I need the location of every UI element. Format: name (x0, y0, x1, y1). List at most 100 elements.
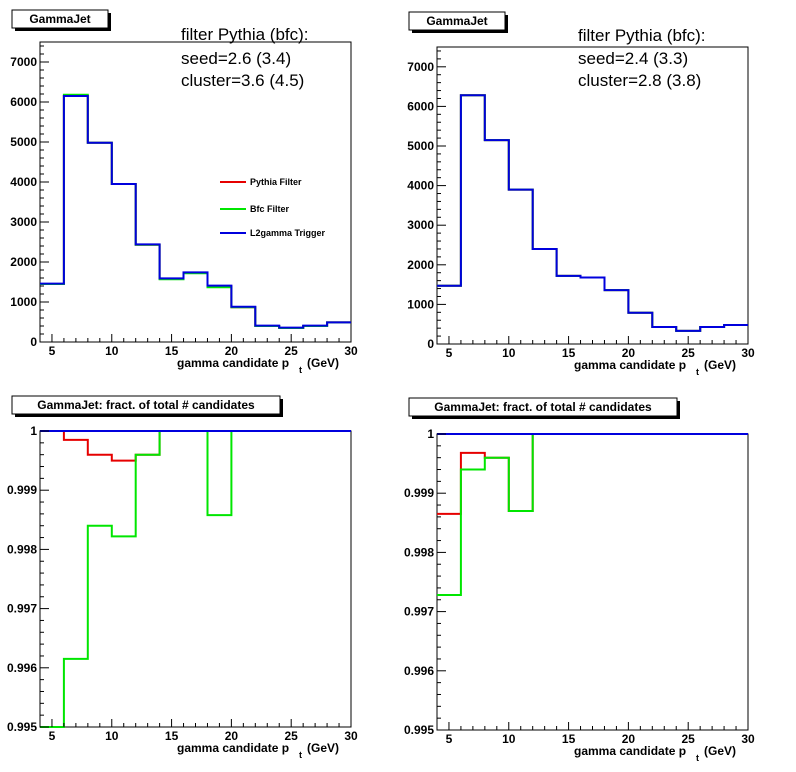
y-tick-label: 2000 (407, 258, 434, 272)
y-tick-label: 6000 (10, 95, 37, 109)
x-tick-label: 25 (285, 344, 299, 358)
x-axis-title-main: gamma candidate p (574, 358, 686, 372)
legend-entry: Pythia Filter (250, 177, 302, 187)
histogram-line-1 (40, 93, 351, 329)
x-axis-title-unit: (GeV) (704, 358, 736, 372)
y-tick-label: 0.995 (7, 720, 37, 734)
y-tick-label: 6000 (407, 99, 434, 113)
annotation-line: cluster=3.6 (4.5) (181, 71, 304, 90)
annotation-line: seed=2.6 (3.4) (181, 49, 291, 68)
title-box (408, 397, 678, 417)
y-tick-label: 0.997 (404, 605, 434, 619)
histogram-line-2 (437, 94, 748, 332)
y-tick-label: 0 (427, 337, 434, 351)
chart-title: GammaJet: fract. of total # candidates (37, 398, 255, 412)
x-axis-title-subscript: t (696, 367, 699, 377)
x-tick-label: 10 (502, 732, 516, 746)
y-tick-label: 0.999 (7, 483, 37, 497)
x-tick-label: 25 (682, 346, 696, 360)
x-tick-label: 25 (682, 732, 696, 746)
y-tick-label: 0.999 (404, 486, 434, 500)
y-tick-label: 7000 (10, 55, 37, 69)
annotation-line: filter Pythia (bfc): (181, 25, 309, 44)
histogram-line-0 (437, 433, 748, 515)
x-axis-title-unit: (GeV) (307, 741, 339, 755)
y-tick-label: 1 (427, 427, 434, 441)
plot-frame (436, 46, 749, 345)
x-tick-label: 15 (165, 729, 179, 743)
chart-title: GammaJet (426, 14, 487, 28)
histogram-line-1 (40, 430, 351, 728)
x-axis-title-subscript: t (696, 753, 699, 763)
x-tick-label: 5 (49, 729, 56, 743)
chart-panel-3: 5 10 15 20 25 30 0.995 0.996 0.997 0.998 0.999 1 gam… (7, 395, 358, 760)
chart-panel-1: 5 10 15 20 25 30 0 1000 2000 3000 4000 5000 6000 7000… (10, 9, 358, 375)
plot-frame (39, 430, 352, 728)
y-tick-label: 1000 (407, 297, 434, 311)
x-tick-label: 5 (446, 732, 453, 746)
chart-title: GammaJet: fract. of total # candidates (434, 400, 652, 414)
y-tick-label: 3000 (407, 218, 434, 232)
y-tick-label: 7000 (407, 60, 434, 74)
y-tick-label: 1 (30, 424, 37, 438)
x-tick-label: 15 (562, 346, 576, 360)
y-tick-label: 0.998 (404, 545, 434, 559)
x-axis-title: gamma candidate p t (GeV) (177, 356, 339, 375)
y-tick-label: 0 (30, 335, 37, 349)
annotation-line: filter Pythia (bfc): (578, 26, 706, 45)
x-axis-title-subscript: t (299, 750, 302, 760)
y-tick-label: 0.996 (404, 664, 434, 678)
annotation-line: cluster=2.8 (3.8) (578, 71, 701, 90)
histogram-line-0 (437, 94, 748, 332)
histogram-line-0 (40, 430, 351, 462)
x-tick-label: 10 (502, 346, 516, 360)
x-axis-title-subscript: t (299, 365, 302, 375)
x-tick-label: 5 (446, 346, 453, 360)
chart-panel-4: 5 10 15 20 25 30 0.995 0.996 0.997 0.998 0.999 1 gam… (404, 397, 755, 763)
x-tick-label: 15 (562, 732, 576, 746)
x-axis-title: gamma candidate p t (GeV) (574, 744, 736, 763)
x-tick-label: 20 (225, 344, 239, 358)
y-tick-label: 0.997 (7, 602, 37, 616)
title-box (11, 395, 281, 415)
x-tick-label: 5 (49, 344, 56, 358)
y-tick-label: 0.998 (7, 542, 37, 556)
y-tick-label: 3000 (10, 215, 37, 229)
y-tick-label: 5000 (407, 139, 434, 153)
x-axis-title-main: gamma candidate p (177, 741, 289, 755)
x-tick-label: 25 (285, 729, 299, 743)
plot-frame (436, 433, 749, 731)
x-tick-label: 10 (105, 344, 119, 358)
y-tick-label: 0.996 (7, 661, 37, 675)
x-axis-title-main: gamma candidate p (574, 744, 686, 758)
title-box (11, 9, 109, 29)
x-tick-label: 15 (165, 344, 179, 358)
x-tick-label: 30 (344, 729, 358, 743)
x-tick-label: 30 (741, 346, 755, 360)
x-tick-label: 30 (344, 344, 358, 358)
y-tick-label: 4000 (10, 175, 37, 189)
annotation-line: seed=2.4 (3.3) (578, 49, 688, 68)
legend: Pythia Filter Bfc Filter L2gamma Trigger (220, 177, 326, 238)
x-axis-title: gamma candidate p t (GeV) (574, 358, 736, 377)
histogram-line-1 (437, 433, 748, 596)
x-tick-label: 10 (105, 729, 119, 743)
legend-entry: Bfc Filter (250, 204, 290, 214)
histogram-line-2 (40, 95, 351, 329)
x-tick-label: 30 (741, 732, 755, 746)
x-tick-label: 20 (225, 729, 239, 743)
histogram-line-0 (40, 95, 351, 329)
chart-panel-2: 5 10 15 20 25 30 0 1000 2000 3000 4000 5000 6000 7000… (407, 11, 755, 377)
title-box (408, 11, 506, 31)
x-axis-title-main: gamma candidate p (177, 356, 289, 370)
y-tick-label: 0.995 (404, 723, 434, 737)
x-axis-title-unit: (GeV) (704, 744, 736, 758)
y-tick-label: 5000 (10, 135, 37, 149)
y-tick-label: 2000 (10, 255, 37, 269)
y-tick-label: 1000 (10, 295, 37, 309)
histogram-line-1 (437, 94, 748, 332)
x-tick-label: 20 (622, 346, 636, 360)
x-axis-title-unit: (GeV) (307, 356, 339, 370)
chart-title: GammaJet (29, 12, 90, 26)
